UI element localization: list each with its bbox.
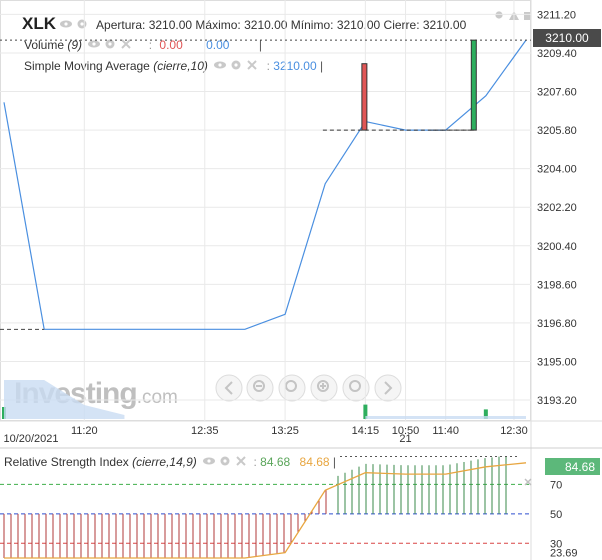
time-tick-label: 12:35: [191, 425, 219, 437]
volume-label: Volume: [24, 38, 65, 52]
volume-legend: Volume (9) : 0.00 0.00 |: [24, 38, 262, 52]
volume-area: [365, 416, 526, 419]
time-tick-label: 11:20: [71, 425, 98, 437]
volume-area: [4, 380, 125, 419]
time-tick-label: 14:15: [352, 425, 380, 437]
rsi-cursor-mark: |: [332, 455, 337, 469]
candles: [321, 39, 477, 131]
price-tick-label: 3200.40: [537, 241, 577, 253]
sma-label: Simple Moving Average: [24, 59, 150, 73]
rsi-tick-label: 50: [550, 509, 562, 521]
eye-icon[interactable]: [60, 20, 73, 28]
rsi-separator: :: [253, 455, 257, 469]
rsi-tag-label: 84.68: [565, 460, 595, 474]
price-tick-label: 3196.80: [537, 318, 577, 330]
volume-cursor-mark: |: [258, 38, 262, 52]
rsi-tick-label: 23.69: [550, 548, 578, 560]
main-plot-frame: [0, 0, 531, 421]
rsi-label: Relative Strength Index: [4, 455, 129, 469]
scroll-right-button[interactable]: [374, 374, 402, 402]
volume-params: (9): [67, 38, 83, 52]
eye-icon[interactable]: [88, 40, 101, 48]
price-tick-label: 3205.80: [537, 125, 577, 137]
rsi-line: [4, 462, 527, 559]
date-tick-label: 21: [399, 433, 411, 445]
time-tick-label: 11:40: [432, 425, 459, 437]
rsi-params: (cierre,14,9): [132, 455, 197, 469]
volume-separator: :: [148, 38, 153, 52]
sma-toggles[interactable]: [211, 59, 263, 71]
price-axis: 3211.20 3209.40 3207.60 3205.80 3204.00 3202.…: [537, 9, 577, 407]
volume-bars: [2, 380, 526, 419]
rsi-toggles[interactable]: [200, 455, 250, 467]
time-tick-label: 12:30: [500, 425, 528, 437]
volume-value-down: 0.00: [159, 38, 183, 52]
zoom-scroll-button[interactable]: [342, 374, 370, 402]
volume-bar: [363, 404, 368, 419]
price-tick-label: 3207.60: [537, 87, 577, 99]
close-icon[interactable]: [247, 60, 257, 70]
watermark-suffix: .com: [136, 387, 178, 408]
gear-icon[interactable]: [231, 60, 241, 70]
close-icon[interactable]: [236, 456, 246, 466]
sma-series: [0, 39, 531, 330]
time-tick-label: 10:50: [392, 425, 420, 437]
sma-legend: Simple Moving Average (cierre,10) : 3210…: [24, 59, 323, 73]
price-tick-label: 3211.20: [537, 9, 576, 21]
eye-icon[interactable]: [214, 61, 227, 69]
volume-toggles[interactable]: [85, 38, 145, 50]
time-tick-label: 13:25: [271, 425, 299, 437]
rsi-pane: [0, 455, 531, 559]
price-tick-label: 3193.20: [537, 395, 577, 407]
rsi-legend: Relative Strength Index (cierre,14,9) : …: [4, 455, 336, 469]
ticker-symbol: XLK: [22, 14, 56, 33]
price-tick-label: 3209.40: [537, 48, 577, 60]
price-tick-label: 3198.60: [537, 279, 577, 291]
candle-body: [470, 39, 477, 131]
price-tag-label: 3210.00: [545, 31, 589, 45]
candle-body: [361, 63, 368, 131]
trash-icon[interactable]: [524, 12, 531, 20]
rsi-value: 84.68: [260, 455, 291, 469]
close-icon[interactable]: [121, 39, 132, 49]
rsi-tag: 84.68: [545, 458, 600, 475]
time-axis: 11:20 12:35 13:25 14:15 10:50 11:40 12:30 10/20…: [3, 425, 527, 445]
price-tick-label: 3195.00: [537, 356, 577, 368]
scroll-left-button[interactable]: [215, 374, 243, 402]
gear-icon[interactable]: [105, 39, 115, 49]
close-pane-icon[interactable]: [524, 478, 532, 486]
sma-params: (cierre,10): [153, 59, 208, 73]
price-tag: 3210.00: [533, 29, 601, 47]
price-tick-label: 3202.20: [537, 202, 577, 214]
zoom-out-button[interactable]: [246, 374, 274, 402]
price-tick-label: 3204.00: [537, 164, 577, 176]
sma-separator: :: [266, 59, 270, 73]
rsi-tick-label: 30: [550, 538, 562, 550]
volume-bar: [483, 409, 488, 419]
eye-icon[interactable]: [203, 457, 216, 465]
gear-icon[interactable]: [495, 11, 503, 19]
sma-cursor-mark: |: [320, 59, 324, 73]
grid-lines: [0, 0, 531, 421]
zoom-in-button[interactable]: [310, 374, 338, 402]
sma-line: [3, 39, 527, 330]
ohlc-readout: Apertura: 3210.00 Máximo: 3210.00 Mínimo…: [96, 18, 467, 32]
rsi-signal-value: 84.68: [299, 455, 330, 469]
rsi-tick-label: 70: [550, 479, 562, 491]
sma-value: 3210.00: [273, 59, 317, 73]
date-tick-label: 10/20/2021: [3, 433, 58, 445]
volume-value-up: 0.00: [206, 38, 230, 52]
gear-icon[interactable]: [220, 456, 230, 466]
ticker-row: XLK Apertura: 3210.00 Máximo: 3210.00 Mí…: [22, 14, 466, 34]
